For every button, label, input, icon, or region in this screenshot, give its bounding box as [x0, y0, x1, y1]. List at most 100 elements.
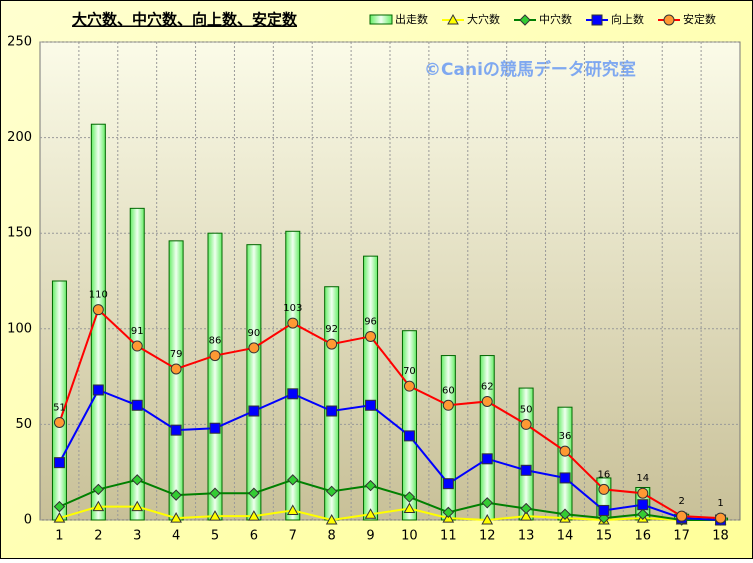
marker — [364, 479, 377, 492]
legend-marker — [519, 14, 531, 26]
marker — [131, 340, 143, 352]
marker — [520, 502, 532, 515]
marker — [53, 457, 65, 469]
marker — [559, 445, 571, 457]
marker — [92, 304, 104, 316]
marker — [715, 512, 727, 524]
marker — [53, 416, 65, 428]
marker — [365, 399, 377, 411]
x-tick-label: 8 — [328, 529, 336, 544]
marker — [598, 483, 610, 495]
x-tick-label: 3 — [133, 529, 141, 544]
marker — [325, 513, 338, 525]
marker — [559, 508, 571, 520]
marker — [364, 508, 377, 519]
marker — [170, 512, 182, 523]
x-tick-label: 5 — [211, 529, 219, 544]
legend-label: 出走数 — [395, 12, 428, 26]
marker — [481, 453, 493, 465]
marker — [287, 388, 299, 400]
line — [59, 505, 721, 522]
bar — [285, 230, 301, 521]
marker — [326, 405, 338, 417]
x-tick-label: 2 — [94, 529, 102, 544]
x-tick-label: 9 — [366, 529, 374, 544]
plot-area — [39, 41, 741, 521]
marker — [248, 487, 260, 499]
x-tick-label: 17 — [673, 529, 690, 544]
x-tick-label: 13 — [518, 529, 535, 544]
marker — [131, 500, 144, 512]
x-tick-label: 7 — [289, 529, 297, 544]
data-label: 60 — [442, 385, 455, 396]
marker — [92, 384, 104, 396]
data-label: 50 — [520, 404, 533, 415]
watermark: ©Caniの競馬データ研究室 — [424, 59, 636, 80]
data-label: 1 — [717, 498, 723, 509]
marker — [481, 395, 493, 407]
x-tick-label: 16 — [635, 529, 652, 544]
line — [59, 478, 721, 521]
data-label: 16 — [598, 469, 611, 480]
marker — [92, 500, 105, 512]
marker — [325, 485, 338, 498]
marker — [92, 483, 105, 496]
bar — [557, 406, 573, 521]
bar — [168, 240, 184, 521]
data-label: 14 — [636, 473, 649, 484]
x-tick-label: 11 — [440, 529, 457, 544]
y-tick-label: 200 — [7, 130, 32, 145]
marker — [637, 508, 649, 520]
bar — [90, 123, 106, 521]
line — [58, 307, 721, 520]
data-label: 86 — [209, 336, 222, 347]
data-label: 91 — [131, 326, 144, 337]
marker — [520, 464, 532, 476]
marker — [326, 338, 338, 350]
legend-label: 中穴数 — [539, 12, 572, 26]
marker — [442, 399, 454, 411]
legend-marker — [591, 14, 603, 26]
data-label: 92 — [325, 324, 338, 335]
marker — [520, 510, 532, 521]
marker — [403, 380, 415, 392]
data-label: 79 — [170, 349, 183, 360]
legend-label: 大穴数 — [467, 12, 500, 26]
bar — [363, 255, 379, 521]
x-tick-label: 12 — [479, 529, 496, 544]
marker — [209, 510, 221, 521]
y-tick-label: 250 — [7, 35, 32, 50]
marker — [481, 497, 493, 509]
data-label: 70 — [403, 366, 416, 377]
data-label: 96 — [364, 316, 377, 327]
x-tick-label: 4 — [172, 529, 180, 544]
x-tick-label: 18 — [712, 529, 729, 544]
bar — [207, 232, 223, 521]
marker — [403, 502, 416, 514]
marker — [170, 424, 182, 436]
data-label: 36 — [559, 431, 572, 442]
bar — [479, 355, 495, 521]
marker — [442, 478, 454, 490]
marker — [248, 510, 260, 521]
x-tick-label: 15 — [596, 529, 613, 544]
marker — [131, 399, 143, 411]
marker — [520, 418, 532, 430]
bar — [51, 280, 67, 521]
data-label: 103 — [283, 303, 302, 314]
legend-swatch — [369, 14, 393, 25]
chart-title: 大穴数、中穴数、向上数、安定数 — [72, 11, 298, 29]
marker — [170, 363, 182, 375]
marker — [676, 510, 688, 522]
bar — [246, 244, 262, 521]
marker — [209, 487, 221, 499]
line — [58, 388, 721, 521]
legend-label: 向上数 — [611, 12, 644, 26]
data-label: 2 — [678, 496, 684, 507]
x-tick-label: 14 — [557, 529, 574, 544]
data-label: 51 — [53, 402, 66, 413]
bar — [324, 286, 340, 521]
legend-label: 安定数 — [683, 12, 716, 26]
marker — [637, 499, 649, 511]
